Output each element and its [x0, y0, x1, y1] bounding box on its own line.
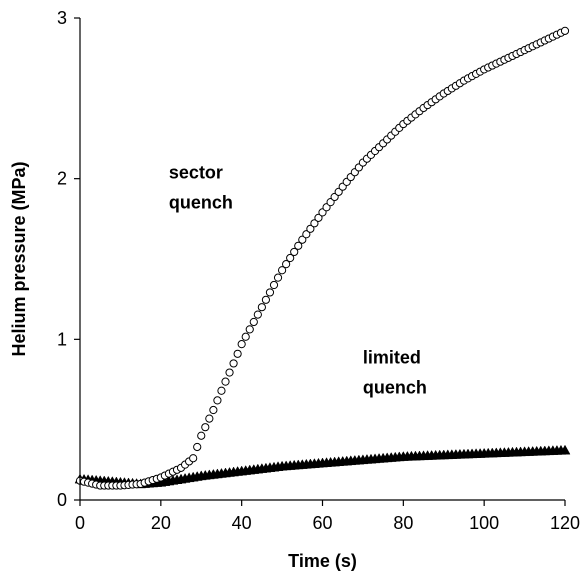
circle-marker	[253, 310, 262, 319]
annotation-sector-quench: sector quench	[169, 163, 233, 213]
x-axis-title: Time (s)	[288, 551, 357, 571]
circle-marker	[282, 260, 291, 269]
y-tick-label: 2	[57, 169, 67, 189]
circle-marker	[298, 235, 307, 244]
x-tick-label: 120	[550, 513, 580, 533]
plot-area	[74, 26, 571, 490]
circle-marker	[225, 368, 234, 377]
x-tick-label: 20	[151, 513, 171, 533]
circle-marker	[314, 213, 323, 222]
x-tick-label: 80	[393, 513, 413, 533]
circle-marker	[245, 325, 254, 334]
circle-marker	[197, 431, 206, 440]
circle-marker	[310, 219, 319, 228]
y-axis-title: Helium pressure (MPa)	[9, 161, 29, 356]
circle-marker	[257, 303, 266, 312]
circle-marker	[560, 26, 570, 35]
circle-marker	[229, 359, 238, 368]
circle-marker	[302, 230, 311, 239]
circle-marker	[189, 454, 198, 463]
circle-marker	[249, 317, 258, 327]
circle-marker	[213, 396, 222, 405]
circle-marker	[221, 377, 230, 386]
circle-marker	[306, 224, 315, 233]
circle-marker	[290, 247, 299, 257]
annotation-limited-quench: limited quench	[363, 347, 427, 397]
triangle-marker	[559, 444, 571, 455]
circle-marker	[241, 332, 250, 341]
circle-marker	[209, 405, 218, 415]
y-tick-label: 0	[57, 490, 67, 510]
circle-marker	[261, 295, 271, 304]
circle-marker	[237, 340, 246, 349]
circle-marker	[273, 273, 283, 282]
x-tick-label: 40	[232, 513, 252, 533]
circle-marker	[277, 266, 287, 275]
annotation-limited-line1: limited	[363, 347, 421, 367]
circle-marker	[193, 442, 202, 452]
circle-marker	[265, 288, 275, 297]
circle-marker	[233, 349, 242, 358]
annotation-sector-line1: sector	[169, 163, 223, 183]
annotation-sector-line2: quench	[169, 193, 233, 213]
circle-marker	[286, 253, 295, 263]
circle-marker	[201, 423, 210, 432]
circle-marker	[217, 386, 226, 395]
x-tick-label: 60	[312, 513, 332, 533]
x-tick-label: 0	[75, 513, 85, 533]
y-tick-label: 3	[57, 8, 67, 28]
circle-marker	[205, 414, 214, 423]
y-tick-label: 1	[57, 329, 67, 349]
circle-marker	[269, 280, 279, 290]
annotation-limited-line2: quench	[363, 377, 427, 397]
circle-marker	[294, 241, 303, 250]
axes: 0 20 40 60 80 100 120 0 1 2 3	[57, 8, 580, 533]
x-tick-label: 100	[469, 513, 499, 533]
